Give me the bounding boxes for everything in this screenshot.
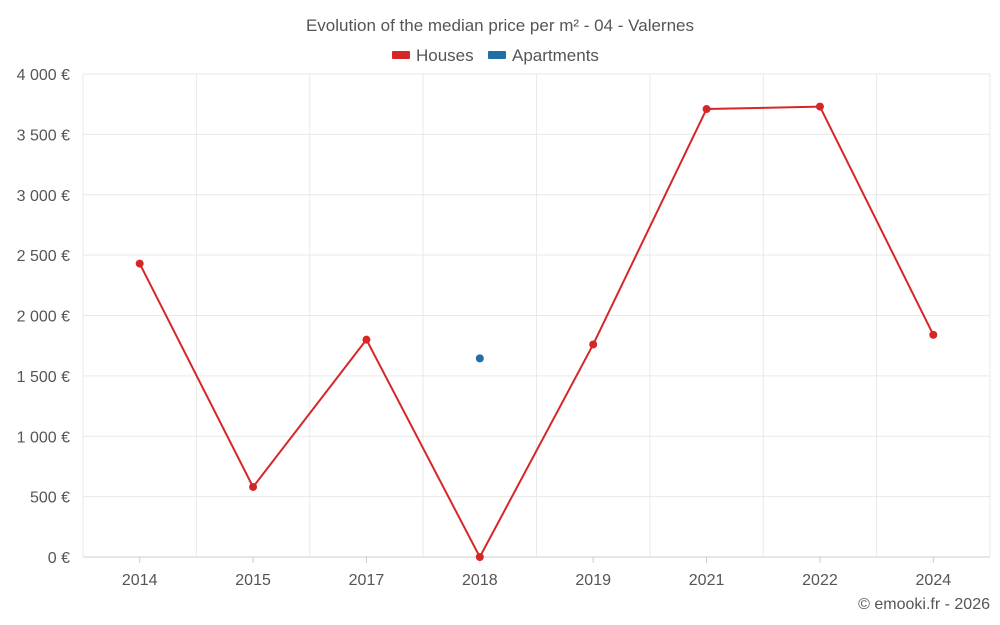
legend: Houses Apartments: [392, 46, 599, 65]
y-tick-label: 1 500 €: [17, 369, 70, 386]
credit: © emooki.fr - 2026: [858, 596, 990, 613]
data-point-houses[interactable]: [135, 259, 144, 268]
data-point-houses[interactable]: [929, 330, 938, 339]
data-point-houses[interactable]: [702, 105, 711, 114]
legend-item-houses[interactable]: Houses: [392, 46, 474, 65]
data-point-houses[interactable]: [815, 102, 824, 111]
y-tick-label: 4 000 €: [17, 67, 70, 84]
y-tick-label: 2 500 €: [17, 248, 70, 265]
x-tick-label: 2018: [462, 572, 498, 589]
legend-swatch-houses: [392, 51, 410, 59]
data-point-apartments[interactable]: [475, 354, 484, 363]
grid: [82, 73, 991, 558]
y-tick-label: 500 €: [30, 490, 70, 507]
legend-swatch-apartments: [488, 51, 506, 59]
y-tick-label: 3 500 €: [17, 127, 70, 144]
x-tick-label: 2017: [349, 572, 385, 589]
x-tick-label: 2024: [916, 572, 952, 589]
x-axis: 2014 2015 2017 2018 2019 2021 2022 2024: [122, 557, 951, 589]
y-tick-label: 2 000 €: [17, 309, 70, 326]
data-point-houses[interactable]: [249, 482, 258, 491]
x-tick-label: 2014: [122, 572, 158, 589]
y-axis: 0 € 500 € 1 000 € 1 500 € 2 000 € 2 500 € 3 00…: [17, 67, 70, 567]
series-line-houses: [138, 105, 935, 560]
series: [135, 102, 938, 561]
y-tick-label: 3 000 €: [17, 188, 70, 205]
data-point-houses[interactable]: [362, 335, 371, 344]
y-tick-label: 1 000 €: [17, 429, 70, 446]
x-tick-label: 2019: [575, 572, 611, 589]
legend-label-houses: Houses: [416, 46, 474, 65]
x-tick-label: 2022: [802, 572, 838, 589]
chart-title: Evolution of the median price per m² - 0…: [306, 16, 694, 35]
legend-label-apartments: Apartments: [512, 46, 599, 65]
data-point-houses[interactable]: [475, 553, 484, 561]
x-tick-label: 2015: [235, 572, 271, 589]
y-tick-label: 0 €: [48, 550, 70, 567]
legend-item-apartments[interactable]: Apartments: [488, 46, 599, 65]
x-tick-label: 2021: [689, 572, 725, 589]
data-point-houses[interactable]: [589, 340, 598, 349]
